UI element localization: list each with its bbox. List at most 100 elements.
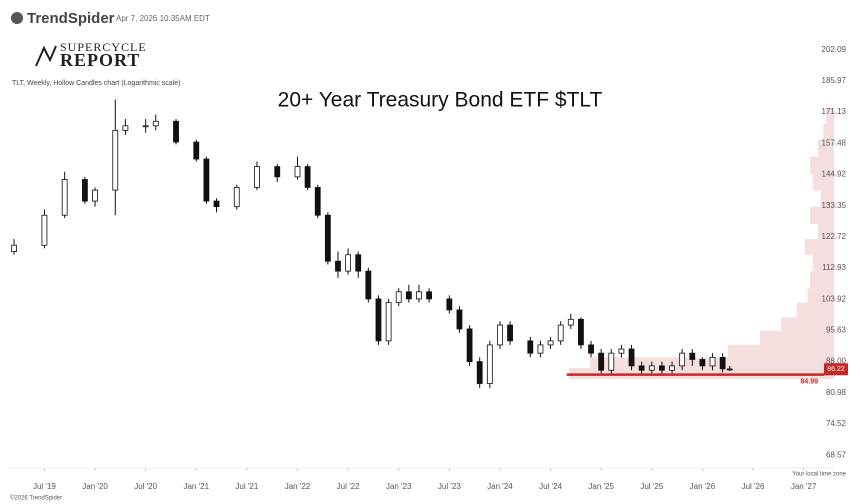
y-tick-label: 80.98 xyxy=(826,388,847,397)
volume-bar xyxy=(728,344,834,358)
volume-bar xyxy=(796,302,834,318)
candle-body xyxy=(345,254,352,272)
candle-body xyxy=(426,291,432,300)
candle-body xyxy=(304,166,311,188)
candle-body xyxy=(122,125,129,131)
x-tick-label: Jan '23 xyxy=(386,482,412,491)
candle-body xyxy=(416,291,422,300)
candle-body xyxy=(203,158,210,202)
y-tick-label: 185.97 xyxy=(822,76,847,85)
volume-bar xyxy=(810,156,834,175)
candle-body xyxy=(638,365,645,371)
candle-body xyxy=(335,260,341,272)
y-tick-label: 171.13 xyxy=(822,107,847,116)
candle-body xyxy=(294,166,301,178)
x-tick-label: Jan '20 xyxy=(82,482,108,491)
x-tick-label: Jul '19 xyxy=(33,482,56,491)
volume-bar xyxy=(820,190,834,207)
candle-body xyxy=(365,270,372,300)
candle-body xyxy=(628,348,635,367)
y-tick-label: 122.72 xyxy=(822,232,847,241)
brand: TrendSpider xyxy=(27,10,115,27)
candle-body xyxy=(213,200,220,208)
candle-body xyxy=(193,141,200,160)
volume-bar xyxy=(804,239,834,255)
candle-body xyxy=(405,291,412,300)
y-tick-label: 103.92 xyxy=(822,294,847,303)
candle-body xyxy=(527,340,534,354)
y-tick-label: 144.92 xyxy=(822,170,847,179)
volume-bar xyxy=(826,108,834,124)
volume-bar xyxy=(759,330,834,345)
candle-body xyxy=(618,348,625,354)
x-tick-label: Jul '25 xyxy=(640,482,663,491)
x-tick-label: Jul '26 xyxy=(742,482,765,491)
y-tick-label: 202.09 xyxy=(822,45,847,54)
candle-body xyxy=(41,214,48,246)
candle-body xyxy=(557,324,564,342)
brand-icon xyxy=(11,12,23,24)
x-tick-label: Jan '21 xyxy=(183,482,209,491)
volume-bar xyxy=(823,123,834,140)
support-label: 84.99 xyxy=(800,379,818,386)
candle-body xyxy=(547,340,554,346)
price-tag xyxy=(824,363,848,376)
logo-line1: SUPERCYCLE xyxy=(60,40,147,54)
candle-body xyxy=(395,291,402,303)
candle-body xyxy=(608,352,615,371)
candle-body xyxy=(446,298,453,311)
candle-body xyxy=(355,254,362,272)
candle-body xyxy=(466,328,473,363)
x-tick-label: Jul '21 xyxy=(235,482,258,491)
volume-bar xyxy=(807,288,834,303)
y-tick-label: 95.63 xyxy=(826,326,847,335)
candle-body xyxy=(82,179,88,202)
volume-bar xyxy=(810,206,834,224)
candle-body xyxy=(375,298,382,342)
candle-body xyxy=(456,309,463,330)
y-tick-label: 157.48 xyxy=(822,138,847,147)
volume-bar xyxy=(818,139,834,157)
candle-body xyxy=(719,356,726,370)
candle-body xyxy=(648,365,655,371)
x-tick-label: Jan '22 xyxy=(285,482,311,491)
candle-body xyxy=(659,365,665,371)
candle-body xyxy=(709,356,716,367)
candle-body xyxy=(588,344,594,354)
timestamp: Apr 7, 2026 10:35AM EDT xyxy=(116,14,210,23)
volume-bar xyxy=(812,254,834,272)
y-tick-label: 88.00 xyxy=(826,357,847,366)
candle-body xyxy=(112,129,119,191)
candle-body xyxy=(274,166,281,178)
copyright: ©2026 TrendSpider xyxy=(10,495,62,502)
chart-subtitle: TLT, Weekly, Hollow Candles chart (Logar… xyxy=(12,80,180,87)
candle-body xyxy=(726,368,733,371)
candle-body xyxy=(689,352,696,360)
logo-line2: REPORT xyxy=(60,50,140,70)
candle-body xyxy=(92,189,98,202)
y-tick-label: 112.93 xyxy=(822,263,846,272)
volume-bar xyxy=(810,271,834,289)
candle-body xyxy=(669,365,675,371)
x-tick-label: Jul '23 xyxy=(438,482,461,491)
candle-body xyxy=(497,324,503,346)
candle-body xyxy=(679,352,686,367)
x-tick-label: Jan '24 xyxy=(487,482,513,491)
timezone-note: Your local time zone xyxy=(792,472,846,478)
candle-body xyxy=(142,125,149,128)
candle-body xyxy=(598,352,605,371)
price-tag-label: 86.22 xyxy=(827,366,845,373)
candle-body xyxy=(314,187,321,216)
volume-bar xyxy=(781,317,834,331)
candle-body xyxy=(699,359,706,367)
y-tick-label: 74.52 xyxy=(826,419,847,428)
y-tick-label: 133.35 xyxy=(822,201,847,210)
candle-body xyxy=(61,179,68,216)
candle-body xyxy=(537,344,544,354)
candle-body xyxy=(152,120,159,127)
candle-body xyxy=(578,318,584,346)
candle-body xyxy=(254,166,260,188)
x-tick-label: Jan '26 xyxy=(690,482,716,491)
